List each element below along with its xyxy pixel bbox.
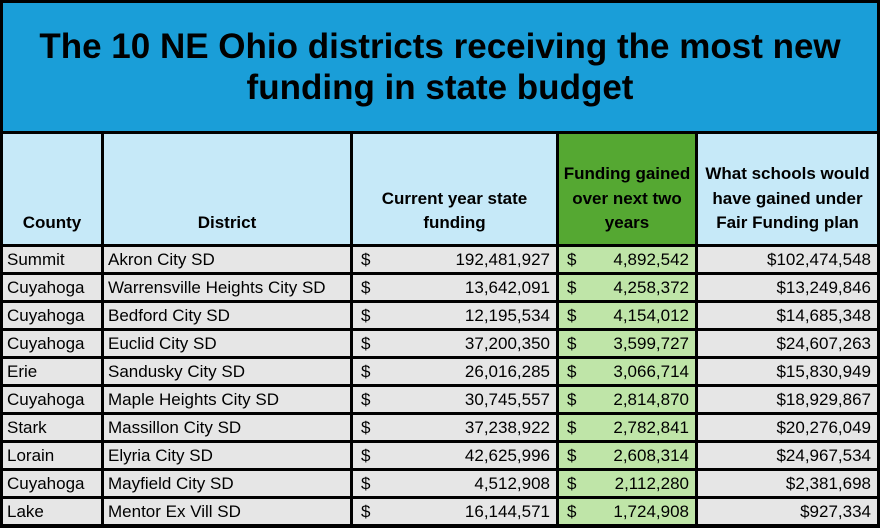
currency-symbol: $: [361, 361, 371, 381]
fair-funding-cell: $102,474,548: [698, 247, 877, 272]
amount: 12,195,534: [464, 305, 550, 325]
amount: 4,892,542: [613, 249, 689, 269]
current-funding-cell: $42,625,996: [353, 443, 556, 468]
funding-gained-cell: $4,892,542: [559, 247, 695, 272]
currency-symbol: $: [567, 305, 577, 325]
currency-symbol: $: [361, 473, 371, 493]
currency-symbol: $: [567, 473, 577, 493]
district-cell: Warrensville Heights City SD: [104, 275, 350, 300]
currency-symbol: $: [361, 501, 371, 521]
table-title: The 10 NE Ohio districts receiving the m…: [3, 3, 877, 131]
district-cell: Mayfield City SD: [104, 471, 350, 496]
current-funding-cell: $30,745,557: [353, 387, 556, 412]
fair-funding-cell: $24,967,534: [698, 443, 877, 468]
funding-gained-cell: $3,599,727: [559, 331, 695, 356]
amount: 4,154,012: [613, 305, 689, 325]
currency-symbol: $: [361, 249, 371, 269]
amount: 42,625,996: [464, 445, 550, 465]
current-funding-cell: $37,200,350: [353, 331, 556, 356]
amount: 2,814,870: [613, 389, 689, 409]
amount: 2,608,314: [613, 445, 689, 465]
currency-symbol: $: [567, 333, 577, 353]
amount: 3,066,714: [613, 361, 689, 381]
current-funding-cell: $13,642,091: [353, 275, 556, 300]
amount: 3,599,727: [613, 333, 689, 353]
county-cell: Cuyahoga: [3, 387, 101, 412]
fair-funding-cell: $2,381,698: [698, 471, 877, 496]
county-cell: Stark: [3, 415, 101, 440]
current-funding-cell: $16,144,571: [353, 499, 556, 524]
fair-funding-cell: $927,334: [698, 499, 877, 524]
fair-funding-cell: $20,276,049: [698, 415, 877, 440]
funding-gained-cell: $2,112,280: [559, 471, 695, 496]
amount: 37,238,922: [464, 417, 550, 437]
funding-gained-cell: $4,154,012: [559, 303, 695, 328]
district-cell: Mentor Ex Vill SD: [104, 499, 350, 524]
currency-symbol: $: [361, 333, 371, 353]
amount: 192,481,927: [455, 249, 550, 269]
current-funding-cell: $12,195,534: [353, 303, 556, 328]
currency-symbol: $: [567, 417, 577, 437]
amount: 1,724,908: [613, 501, 689, 521]
county-cell: Cuyahoga: [3, 275, 101, 300]
currency-symbol: $: [567, 389, 577, 409]
column-header: District: [104, 134, 350, 244]
county-cell: Summit: [3, 247, 101, 272]
funding-gained-cell: $1,724,908: [559, 499, 695, 524]
currency-symbol: $: [361, 305, 371, 325]
currency-symbol: $: [361, 445, 371, 465]
district-cell: Elyria City SD: [104, 443, 350, 468]
funding-gained-cell: $2,814,870: [559, 387, 695, 412]
amount: 4,512,908: [474, 473, 550, 493]
currency-symbol: $: [361, 277, 371, 297]
currency-symbol: $: [567, 277, 577, 297]
current-funding-cell: $192,481,927: [353, 247, 556, 272]
current-funding-cell: $4,512,908: [353, 471, 556, 496]
column-header: Current year state funding: [353, 134, 556, 244]
district-cell: Maple Heights City SD: [104, 387, 350, 412]
currency-symbol: $: [567, 445, 577, 465]
county-cell: Lorain: [3, 443, 101, 468]
funding-gained-cell: $2,608,314: [559, 443, 695, 468]
amount: 13,642,091: [464, 277, 550, 297]
fair-funding-cell: $15,830,949: [698, 359, 877, 384]
funding-gained-cell: $2,782,841: [559, 415, 695, 440]
column-header: What schools would have gained under Fai…: [698, 134, 877, 244]
currency-symbol: $: [567, 501, 577, 521]
amount: 2,782,841: [613, 417, 689, 437]
currency-symbol: $: [567, 361, 577, 381]
county-cell: Cuyahoga: [3, 331, 101, 356]
column-header: County: [3, 134, 101, 244]
currency-symbol: $: [361, 417, 371, 437]
fair-funding-cell: $24,607,263: [698, 331, 877, 356]
district-cell: Euclid City SD: [104, 331, 350, 356]
funding-gained-cell: $4,258,372: [559, 275, 695, 300]
district-cell: Bedford City SD: [104, 303, 350, 328]
district-cell: Akron City SD: [104, 247, 350, 272]
amount: 26,016,285: [464, 361, 550, 381]
current-funding-cell: $26,016,285: [353, 359, 556, 384]
amount: 30,745,557: [464, 389, 550, 409]
county-cell: Cuyahoga: [3, 303, 101, 328]
district-cell: Massillon City SD: [104, 415, 350, 440]
county-cell: Cuyahoga: [3, 471, 101, 496]
county-cell: Erie: [3, 359, 101, 384]
fair-funding-cell: $18,929,867: [698, 387, 877, 412]
column-header: Funding gained over next two years: [559, 134, 695, 244]
amount: 4,258,372: [613, 277, 689, 297]
district-cell: Sandusky City SD: [104, 359, 350, 384]
amount: 2,112,280: [614, 473, 689, 493]
currency-symbol: $: [361, 389, 371, 409]
current-funding-cell: $37,238,922: [353, 415, 556, 440]
amount: 37,200,350: [464, 333, 550, 353]
fair-funding-cell: $13,249,846: [698, 275, 877, 300]
currency-symbol: $: [567, 249, 577, 269]
county-cell: Lake: [3, 499, 101, 524]
amount: 16,144,571: [464, 501, 550, 521]
funding-gained-cell: $3,066,714: [559, 359, 695, 384]
fair-funding-cell: $14,685,348: [698, 303, 877, 328]
